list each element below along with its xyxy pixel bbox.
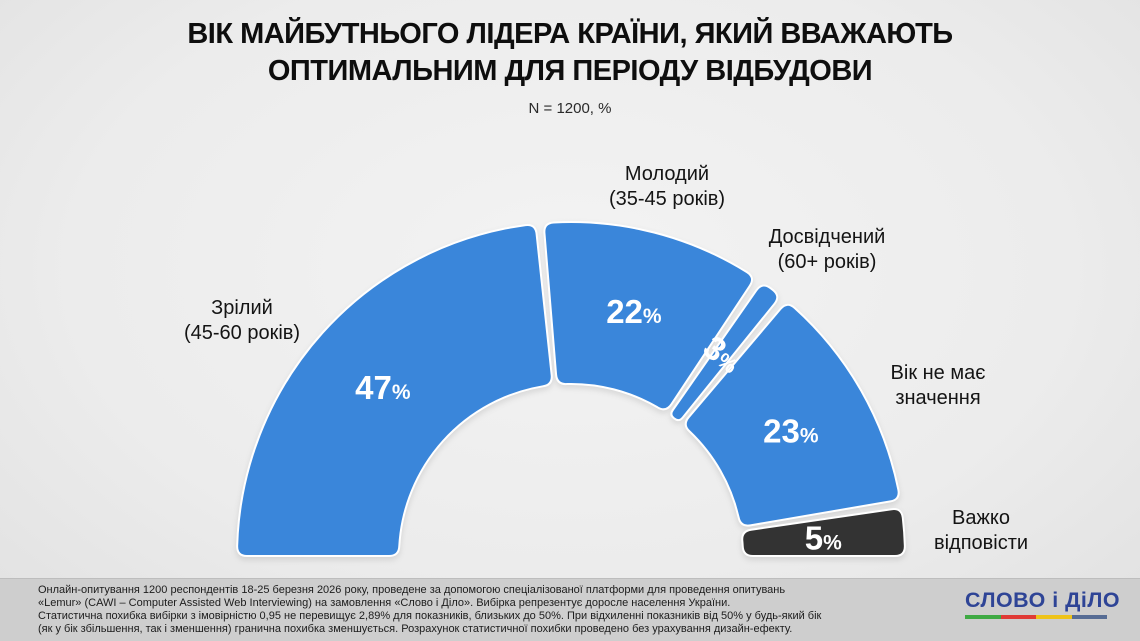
logo-underline-red xyxy=(1000,615,1036,619)
logo-underline-slate xyxy=(1071,615,1107,619)
logo-wordmark: СЛОВО і ДіЛО xyxy=(965,589,1121,612)
category-label-experienced: Досвідчений (60+ років) xyxy=(768,226,886,273)
segment-важко xyxy=(741,508,906,557)
value-label-22pct: 22% xyxy=(606,293,662,330)
methodology-line: Статистична похибка вибірки з імовірніст… xyxy=(38,610,822,622)
value-label-47pct: 47% xyxy=(355,369,411,406)
segment-досвідчений xyxy=(670,284,779,422)
methodology-line: Онлайн-опитування 1200 респондентів 18-2… xyxy=(38,584,786,596)
category-label-young: Молодий (35-45 років) xyxy=(608,163,726,210)
value-label-3pct: 3% xyxy=(697,328,749,380)
category-label-age-no-matter: Вік не має значення xyxy=(890,362,986,409)
methodology-line: (як у бік збільшення, так і зменшення) г… xyxy=(38,623,793,635)
methodology-note: Онлайн-опитування 1200 респондентів 18-2… xyxy=(38,584,821,636)
chart-title-line1: ВІК МАЙБУТНЬОГО ЛІДЕРА КРАЇНИ, ЯКИЙ ВВАЖ… xyxy=(187,18,953,50)
slovo-i-dilo-logo: СЛОВО і ДіЛО xyxy=(965,589,1121,619)
segment-вік-не-має xyxy=(684,303,900,527)
footer-band: Онлайн-опитування 1200 респондентів 18-2… xyxy=(0,578,1140,641)
methodology-line: «Lemur» (CAWI – Computer Assisted Web In… xyxy=(38,597,731,609)
value-label-5pct: 5% xyxy=(805,520,842,557)
logo-underline-yellow xyxy=(1036,615,1072,619)
logo-underline xyxy=(965,615,1107,619)
value-label-23pct: 23% xyxy=(763,413,819,450)
chart-title-line2: ОПТИМАЛЬНИМ ДЛЯ ПЕРІОДУ ВІДБУДОВИ xyxy=(267,55,873,87)
chart-title: ВІК МАЙБУТНЬОГО ЛІДЕРА КРАЇНИ, ЯКИЙ ВВАЖ… xyxy=(0,16,1140,90)
gauge-segments xyxy=(236,221,906,557)
sample-size-note: N = 1200, % xyxy=(528,100,612,117)
segment-зрілий xyxy=(236,223,553,557)
segment-молодий xyxy=(543,221,754,411)
category-label-mature: Зрілий (45-60 років) xyxy=(183,297,301,344)
category-label-hard-to-answer: Важко відповісти xyxy=(933,507,1029,554)
logo-underline-green xyxy=(965,615,1001,619)
